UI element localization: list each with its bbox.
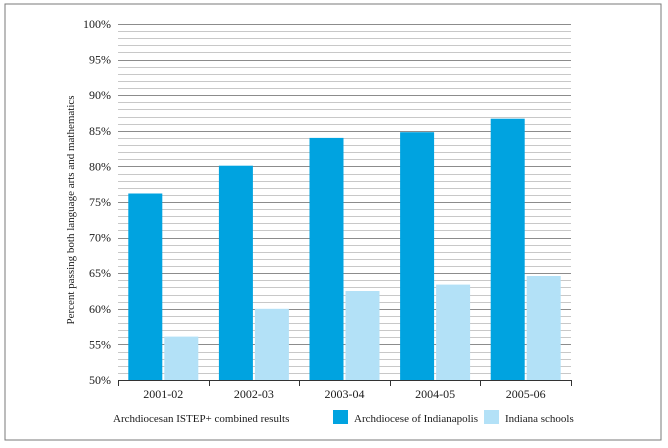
bar-archdiocese: [400, 132, 435, 380]
y-tick-label: 60%: [89, 302, 111, 316]
y-axis-label: Percent passing both language arts and m…: [65, 95, 77, 324]
legend-swatch-indiana: [484, 410, 499, 424]
x-tick-label: 2001-02: [143, 387, 183, 401]
bar-indiana: [436, 284, 471, 380]
x-tick-label: 2004-05: [415, 387, 455, 401]
y-tick-label: 90%: [89, 88, 111, 102]
chart-caption: Archdiocesan ISTEP+ combined results: [113, 413, 289, 425]
y-tick-label: 50%: [89, 373, 111, 387]
x-tick-label: 2003-04: [325, 387, 365, 401]
bar-indiana: [345, 291, 380, 380]
bar-indiana: [526, 276, 561, 380]
bar-archdiocese: [128, 193, 163, 380]
bar-archdiocese: [490, 118, 525, 380]
y-tick-label: 85%: [89, 124, 111, 138]
y-tick-label: 80%: [89, 159, 111, 173]
y-tick-label: 55%: [89, 337, 111, 351]
legend-label-indiana: Indiana schools: [505, 413, 574, 425]
y-tick-label: 75%: [89, 195, 111, 209]
legend-swatch-archdiocese: [333, 410, 348, 424]
legend-label-archdiocese: Archdiocese of Indianapolis: [354, 413, 478, 425]
y-tick-label: 95%: [89, 53, 111, 67]
y-axis-ticks: 50% 55% 60% 65% 70% 75% 80% 85% 90% 95% 100%: [83, 17, 111, 387]
y-tick-label: 100%: [83, 17, 111, 31]
y-tick-label: 70%: [89, 231, 111, 245]
bar-indiana: [164, 336, 199, 380]
bar-indiana: [254, 308, 289, 380]
bar-archdiocese: [309, 137, 344, 380]
x-tick-label: 2005-06: [506, 387, 546, 401]
y-tick-label: 65%: [89, 266, 111, 280]
x-tick-label: 2002-03: [234, 387, 274, 401]
bars: [128, 118, 561, 380]
bar-archdiocese: [218, 165, 253, 380]
